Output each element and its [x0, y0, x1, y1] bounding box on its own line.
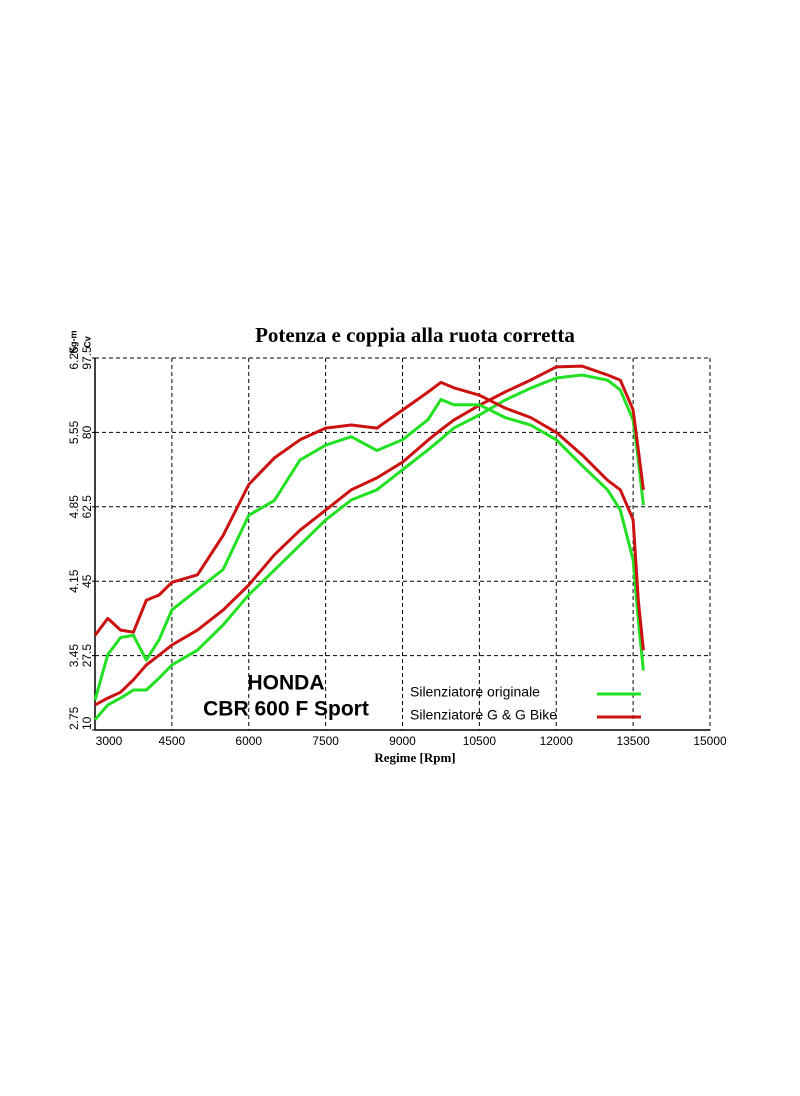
data-line [94, 364, 645, 707]
y2-tick-label: 27.5 [80, 644, 94, 668]
chart-title: Potenza e coppia alla ruota corretta [255, 323, 575, 347]
annotation: HONDA [248, 672, 325, 695]
x-axis-title: Regime [Rpm] [374, 750, 455, 765]
x-tick-label: 6000 [235, 734, 262, 748]
y2-tick-label: 80 [80, 425, 94, 439]
x-tick-label: 12000 [540, 734, 574, 748]
x-tick-label: 10500 [463, 734, 497, 748]
annotation: CBR 600 F Sport [203, 698, 369, 721]
y-tick-label: 6.25 [67, 346, 81, 370]
data-line [93, 373, 645, 721]
x-tick-label: 7500 [312, 734, 339, 748]
y2-tick-label: 62.5 [80, 495, 94, 519]
x-tick-label: 9000 [389, 734, 416, 748]
x-tick-label: 13500 [616, 734, 650, 748]
x-tick-label: 3000 [96, 734, 123, 748]
y2-tick-label: 97.5 [80, 346, 94, 370]
y-tick-label: 5.55 [67, 420, 81, 444]
x-tick-label: 15000 [693, 734, 727, 748]
y-tick-label: 2.75 [67, 706, 81, 730]
data-line [93, 398, 645, 701]
data-line [93, 380, 645, 651]
y2-axis-title: Cv [82, 336, 92, 348]
legend-label: Silenziatore G & G Bike [410, 707, 557, 723]
y-tick-label: 4.15 [67, 569, 81, 593]
y2-tick-label: 10 [80, 716, 94, 730]
y-axis-title: Kg-m [68, 331, 78, 354]
y2-tick-label: 45 [80, 574, 94, 588]
y-tick-label: 3.45 [67, 644, 81, 668]
x-tick-label: 4500 [159, 734, 186, 748]
legend-label: Silenziatore originale [410, 684, 540, 700]
y-tick-label: 4.85 [67, 495, 81, 519]
